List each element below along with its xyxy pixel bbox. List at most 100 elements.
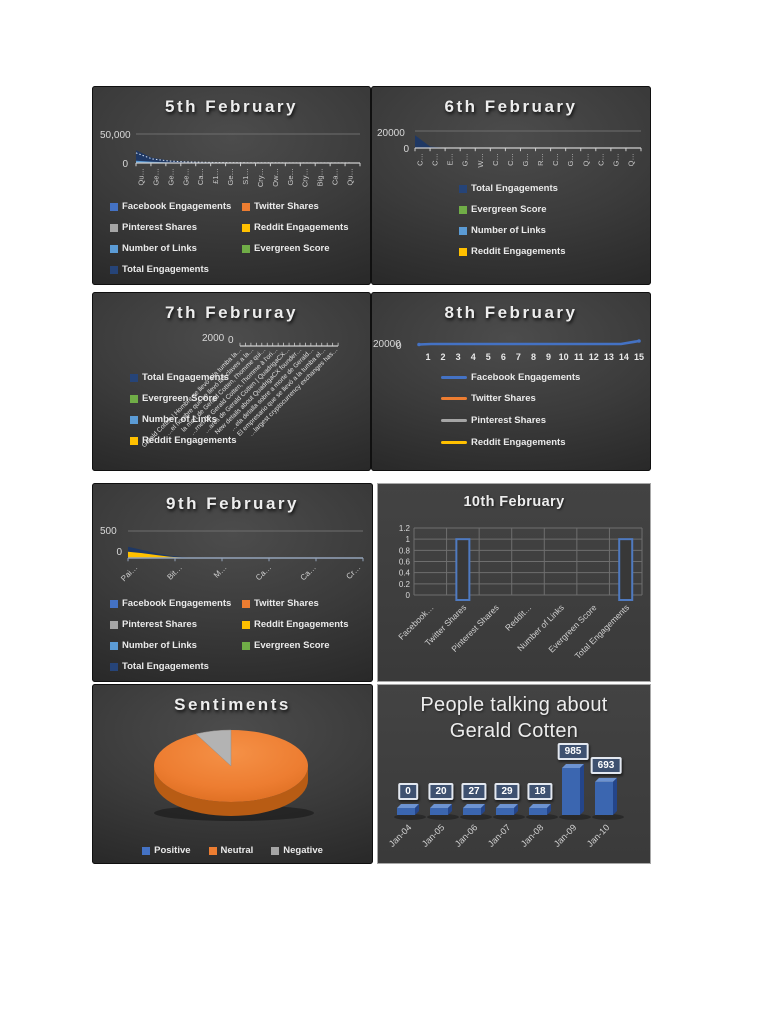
y-tick-label: 0 [122, 159, 128, 170]
legend-swatch-twitter-icon [441, 397, 467, 400]
bar-shadow [460, 814, 492, 820]
chart-panel-10th-february: 10th February 1.2 1 0.8 0.6 0.4 0.2 0 Facebook…… [377, 483, 651, 682]
x-axis-label: C… [506, 153, 515, 166]
bar-value-label: 693 [590, 756, 622, 774]
x-axis-label: 5 [486, 352, 491, 362]
x-axis-label: Jan-08 [519, 822, 546, 849]
chart-canvas [154, 729, 314, 821]
bar-front [595, 781, 613, 815]
chart-canvas: Jan-04 Jan-05 Jan-06 Jan-07 Jan-08 Jan-09 Jan-… [387, 764, 624, 849]
y-tick-label: 0.8 [399, 546, 411, 555]
legend-label: Reddit Engagements [142, 435, 237, 446]
chart-panel-people-talking: People talking about Gerald Cotten Jan-0… [377, 684, 651, 864]
chart-9th-february: 500 0 Pai… Bit… M… Ca… Ca… Cr… Facebook Engageme… [92, 483, 373, 682]
chart-title: 6th February [444, 97, 578, 116]
legend-swatch-twitter-icon [242, 599, 250, 608]
legend-label: Facebook Engagements [122, 201, 232, 212]
legend-swatch-pinterest-icon [271, 846, 280, 855]
legend-swatch-pinterest-icon [441, 419, 467, 422]
x-axis-label: Cry… [301, 168, 310, 187]
bar-Twitter Shares [455, 538, 471, 601]
legend-item: Total Engagements [459, 183, 558, 194]
legend-swatch-evergreen-icon [459, 205, 467, 214]
chart-panel-sentiments: Sentiments Positive Neutral Negative [92, 684, 373, 864]
y-tick-label: 20000 [377, 128, 405, 139]
legend-label: Negative [283, 845, 323, 856]
chart-panel-8th-february: 8th February 20000 0 1 2 3 4 5 6 7 8 9 10 11 12 13 14 15… [371, 292, 651, 471]
legend-label: Twitter Shares [254, 201, 319, 212]
x-axis-label: 2 [441, 352, 446, 362]
chart-title: 9th February [166, 494, 299, 513]
legend-item: Facebook Engagements [110, 201, 231, 212]
x-axis-label: Ca… [196, 168, 205, 185]
legend-item: Evergreen Score [242, 243, 330, 254]
x-axis-label: Qu… [346, 168, 355, 186]
x-axis-label: C… [551, 153, 560, 166]
x-axis-label: Ge… [166, 168, 175, 186]
x-axis-label: 1 [425, 352, 430, 362]
legend-swatch-reddit-icon [441, 441, 467, 444]
chart-panel-7th-february: 7th Februray 2000 0 Gerald Cotten | Hombre… [92, 292, 371, 471]
legend-item: Facebook Engagements [110, 598, 231, 609]
legend-item: Number of Links [459, 225, 546, 236]
bar-value-label: 27 [461, 783, 487, 800]
x-axis-label: 3 [456, 352, 461, 362]
legend-item: Negative [271, 845, 323, 856]
x-axis-label: Cr… [344, 563, 362, 581]
legend-label: Positive [154, 845, 191, 856]
y-tick-label: 0 [403, 144, 409, 155]
legend-label: Evergreen Score [471, 204, 547, 215]
legend-label: Evergreen Score [254, 640, 330, 651]
x-axis-label: Ge… [181, 168, 190, 186]
y-tick-label: 0.4 [399, 569, 411, 578]
legend-swatch-twitter-icon [242, 202, 250, 211]
legend-label: Facebook Engagements [471, 372, 581, 383]
x-axis-label: Reddit… [503, 602, 533, 632]
x-axis-label: Ca… [331, 168, 340, 185]
legend-label: Reddit Engagements [254, 222, 349, 233]
legend-item: Twitter Shares [441, 393, 536, 404]
bar-shadow [427, 814, 459, 820]
x-axis-label: £1… [211, 168, 220, 184]
legend-label: Number of Links [122, 640, 197, 651]
x-axis-label: Big… [316, 168, 325, 186]
x-axis-label: S1… [241, 168, 250, 185]
legend-label: Pinterest Shares [471, 415, 546, 426]
pie-legend: Positive Neutral Negative [92, 845, 373, 856]
legend-swatch-total-icon [110, 265, 118, 274]
bar-front [562, 768, 580, 815]
chart-panel-9th-february: 9th February 500 0 Pai… Bit… M… Ca… Ca… Cr… Face… [92, 483, 373, 682]
y-tick-label: 20000 [373, 339, 401, 350]
bar-front [529, 808, 547, 815]
x-axis-label: 7 [516, 352, 521, 362]
bar-side [547, 804, 551, 815]
legend-swatch-reddit-icon [242, 620, 250, 629]
x-axis-label: 9 [546, 352, 551, 362]
x-axis-label: Ca… [299, 563, 318, 582]
x-axis-label: G… [521, 153, 530, 166]
legend-label: Pinterest Shares [122, 222, 197, 233]
legend-item: Pinterest Shares [110, 619, 197, 630]
line-marker [417, 342, 421, 347]
bar-top [463, 804, 485, 808]
legend-item: Reddit Engagements [130, 435, 237, 446]
x-axis-label: 13 [604, 352, 614, 362]
bar-top [595, 777, 617, 782]
x-axis-label: C… [431, 153, 440, 166]
x-axis-label: R… [536, 153, 545, 166]
bar-side [481, 804, 485, 815]
legend-item: Evergreen Score [242, 640, 330, 651]
chart-canvas: 20000 0 C… C… E… G… W… C… C… G… R… C… G… Q… C… G… Q… [377, 128, 642, 168]
chart-title: 5th February [165, 97, 298, 116]
bar-side [448, 804, 452, 815]
x-axis-label: 8 [531, 352, 536, 362]
x-axis-label: G… [461, 153, 470, 166]
legend-label: Reddit Engagements [254, 619, 349, 630]
legend-item: Evergreen Score [130, 393, 218, 404]
legend-swatch-pinterest-icon [110, 620, 118, 629]
legend-swatch-total-icon [130, 373, 138, 382]
